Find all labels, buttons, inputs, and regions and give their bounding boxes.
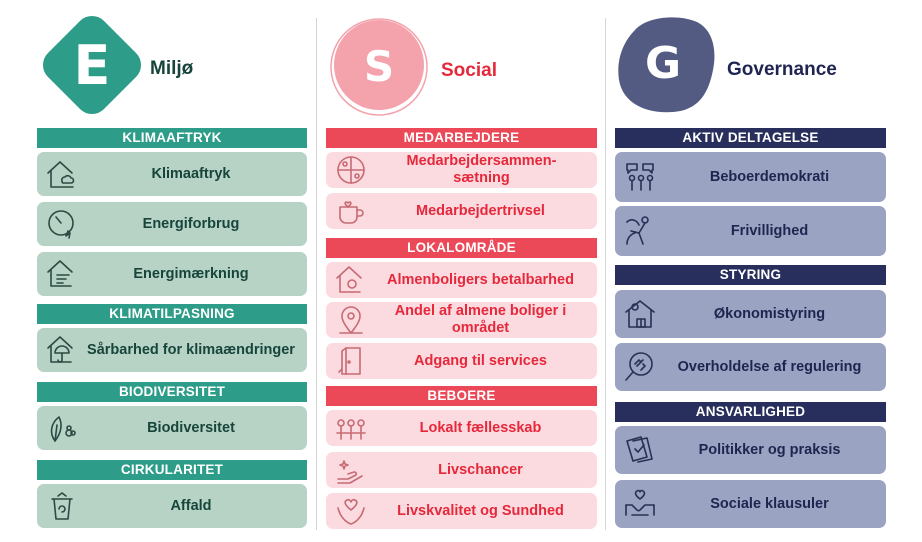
card-andel-almene-boliger[interactable]: Andel af almene boliger i området: [326, 302, 597, 338]
social-letter: S: [363, 42, 395, 91]
card-medarbejdersammensaetning[interactable]: Medarbejdersammen-sætning: [326, 152, 597, 188]
people-voting-icon: [626, 163, 654, 191]
energy-label-icon: [47, 260, 73, 287]
card-label: Overholdelse af regulering: [677, 358, 862, 375]
section-header-klimatilpasning: KLIMATILPASNING: [37, 304, 307, 324]
card-oekonomistyring[interactable]: Økonomistyring: [615, 290, 886, 338]
card-label: Livschancer: [438, 461, 523, 478]
card-saarbarhed[interactable]: Sårbarhed for klimaændringer: [37, 328, 307, 372]
card-label: Medarbejdersammen-sætning: [406, 153, 557, 186]
card-adgang-til-services[interactable]: Adgang til services: [326, 343, 597, 379]
card-klimaaftryk[interactable]: Klimaaftryk: [37, 152, 307, 196]
column-divider-right: [605, 18, 606, 530]
card-affald[interactable]: Affald: [37, 484, 307, 528]
house-cloud-icon: [47, 161, 75, 188]
location-pin-icon: [339, 306, 363, 334]
card-sociale-klausuler[interactable]: Sociale klausuler: [615, 480, 886, 528]
card-label: Sårbarhed for klimaændringer: [87, 341, 295, 358]
column-divider-left: [316, 18, 317, 530]
card-label: Lokalt fællesskab: [419, 419, 542, 436]
house-money-icon: [336, 266, 362, 293]
card-label: Almenboligers betalbarhed: [387, 271, 574, 288]
section-header-cirkularitet: CIRKULARITET: [37, 460, 307, 480]
social-column: S Social MEDARBEJDERE Medarbejdersammen-…: [326, 0, 597, 542]
card-beboerdemokrati[interactable]: Beboerdemokrati: [615, 152, 886, 202]
card-frivillighed[interactable]: Frivillighed: [615, 206, 886, 256]
community-hearts-icon: [336, 419, 366, 440]
section-header-beboere: BEBOERE: [326, 386, 597, 406]
card-biodiversitet[interactable]: Biodiversitet: [37, 406, 307, 450]
section-header-lokalomraade: LOKALOMRÅDE: [326, 238, 597, 258]
section-header-biodiversitet: BIODIVERSITET: [37, 382, 307, 402]
social-title: Social: [441, 60, 497, 81]
card-label: Affald: [170, 497, 212, 514]
card-energimaerkning[interactable]: Energimærkning: [37, 252, 307, 296]
hands-heart-icon: [337, 498, 365, 525]
section-header-styring: STYRING: [615, 265, 886, 285]
documents-check-icon: [626, 436, 653, 463]
card-label: Klimaaftryk: [151, 165, 231, 182]
section-header-medarbejdere: MEDARBEJDERE: [326, 128, 597, 148]
card-label: Sociale klausuler: [710, 495, 829, 512]
card-almenboligers-betalbarhed[interactable]: Almenboligers betalbarhed: [326, 262, 597, 298]
environment-header: E Miljø: [37, 10, 307, 122]
hand-stars-icon: [337, 460, 363, 484]
card-medarbejdertrivsel[interactable]: Medarbejdertrivsel: [326, 193, 597, 229]
card-politikker-praksis[interactable]: Politikker og praksis: [615, 426, 886, 474]
energy-meter-icon: [48, 210, 74, 239]
card-label: Biodiversitet: [147, 419, 235, 436]
card-livskvalitet-sundhed[interactable]: Livskvalitet og Sundhed: [326, 493, 597, 529]
card-label: Energimærkning: [133, 265, 249, 282]
governance-column: G Governance AKTIV DELTAGELSE Beboerdemo…: [615, 0, 886, 542]
card-label: Andel af almene boliger i området: [394, 303, 567, 336]
governance-letter: G: [644, 38, 682, 89]
card-label: Livskvalitet og Sundhed: [397, 502, 564, 519]
helping-hands-icon: [626, 216, 649, 245]
card-label: Politikker og praksis: [698, 441, 841, 458]
section-header-aktiv-deltagelse: AKTIV DELTAGELSE: [615, 128, 886, 148]
governance-title: Governance: [727, 59, 837, 80]
diversity-pie-icon: [337, 156, 365, 184]
section-header-klimaaftryk: KLIMAAFTRYK: [37, 128, 307, 148]
card-energiforbrug[interactable]: Energiforbrug: [37, 202, 307, 246]
coffee-heart-icon: [339, 201, 364, 224]
recycle-bin-icon: [51, 492, 73, 520]
environment-badge: [43, 16, 141, 114]
card-label: Medarbejdertrivsel: [416, 202, 545, 219]
house-finance-icon: [625, 300, 655, 328]
leaf-flower-icon: [50, 416, 76, 442]
section-header-ansvarlighed: ANSVARLIGHED: [615, 402, 886, 422]
social-badge: [330, 18, 428, 116]
house-umbrella-icon: [47, 336, 73, 363]
card-label: Energiforbrug: [142, 215, 240, 232]
governance-header: G Governance: [615, 10, 886, 122]
environment-title: Miljø: [150, 58, 194, 79]
door-icon: [338, 347, 361, 375]
handshake-heart-icon: [625, 489, 655, 516]
governance-badge: [618, 17, 715, 113]
card-label: Beboerdemokrati: [709, 168, 830, 185]
card-overholdelse-regulering[interactable]: Overholdelse af regulering: [615, 343, 886, 391]
environment-column: E Miljø KLIMAAFTRYK Klimaaftryk Energifo…: [37, 0, 307, 542]
environment-letter: E: [73, 34, 111, 97]
card-label: Adgang til services: [414, 352, 547, 369]
card-lokalt-faellesskab[interactable]: Lokalt fællesskab: [326, 410, 597, 446]
magnifier-gavel-icon: [625, 352, 653, 381]
social-header: S Social: [326, 10, 597, 122]
card-label: Frivillighed: [730, 222, 809, 239]
card-livschancer[interactable]: Livschancer: [326, 452, 597, 488]
card-label: Økonomistyring: [713, 305, 826, 322]
